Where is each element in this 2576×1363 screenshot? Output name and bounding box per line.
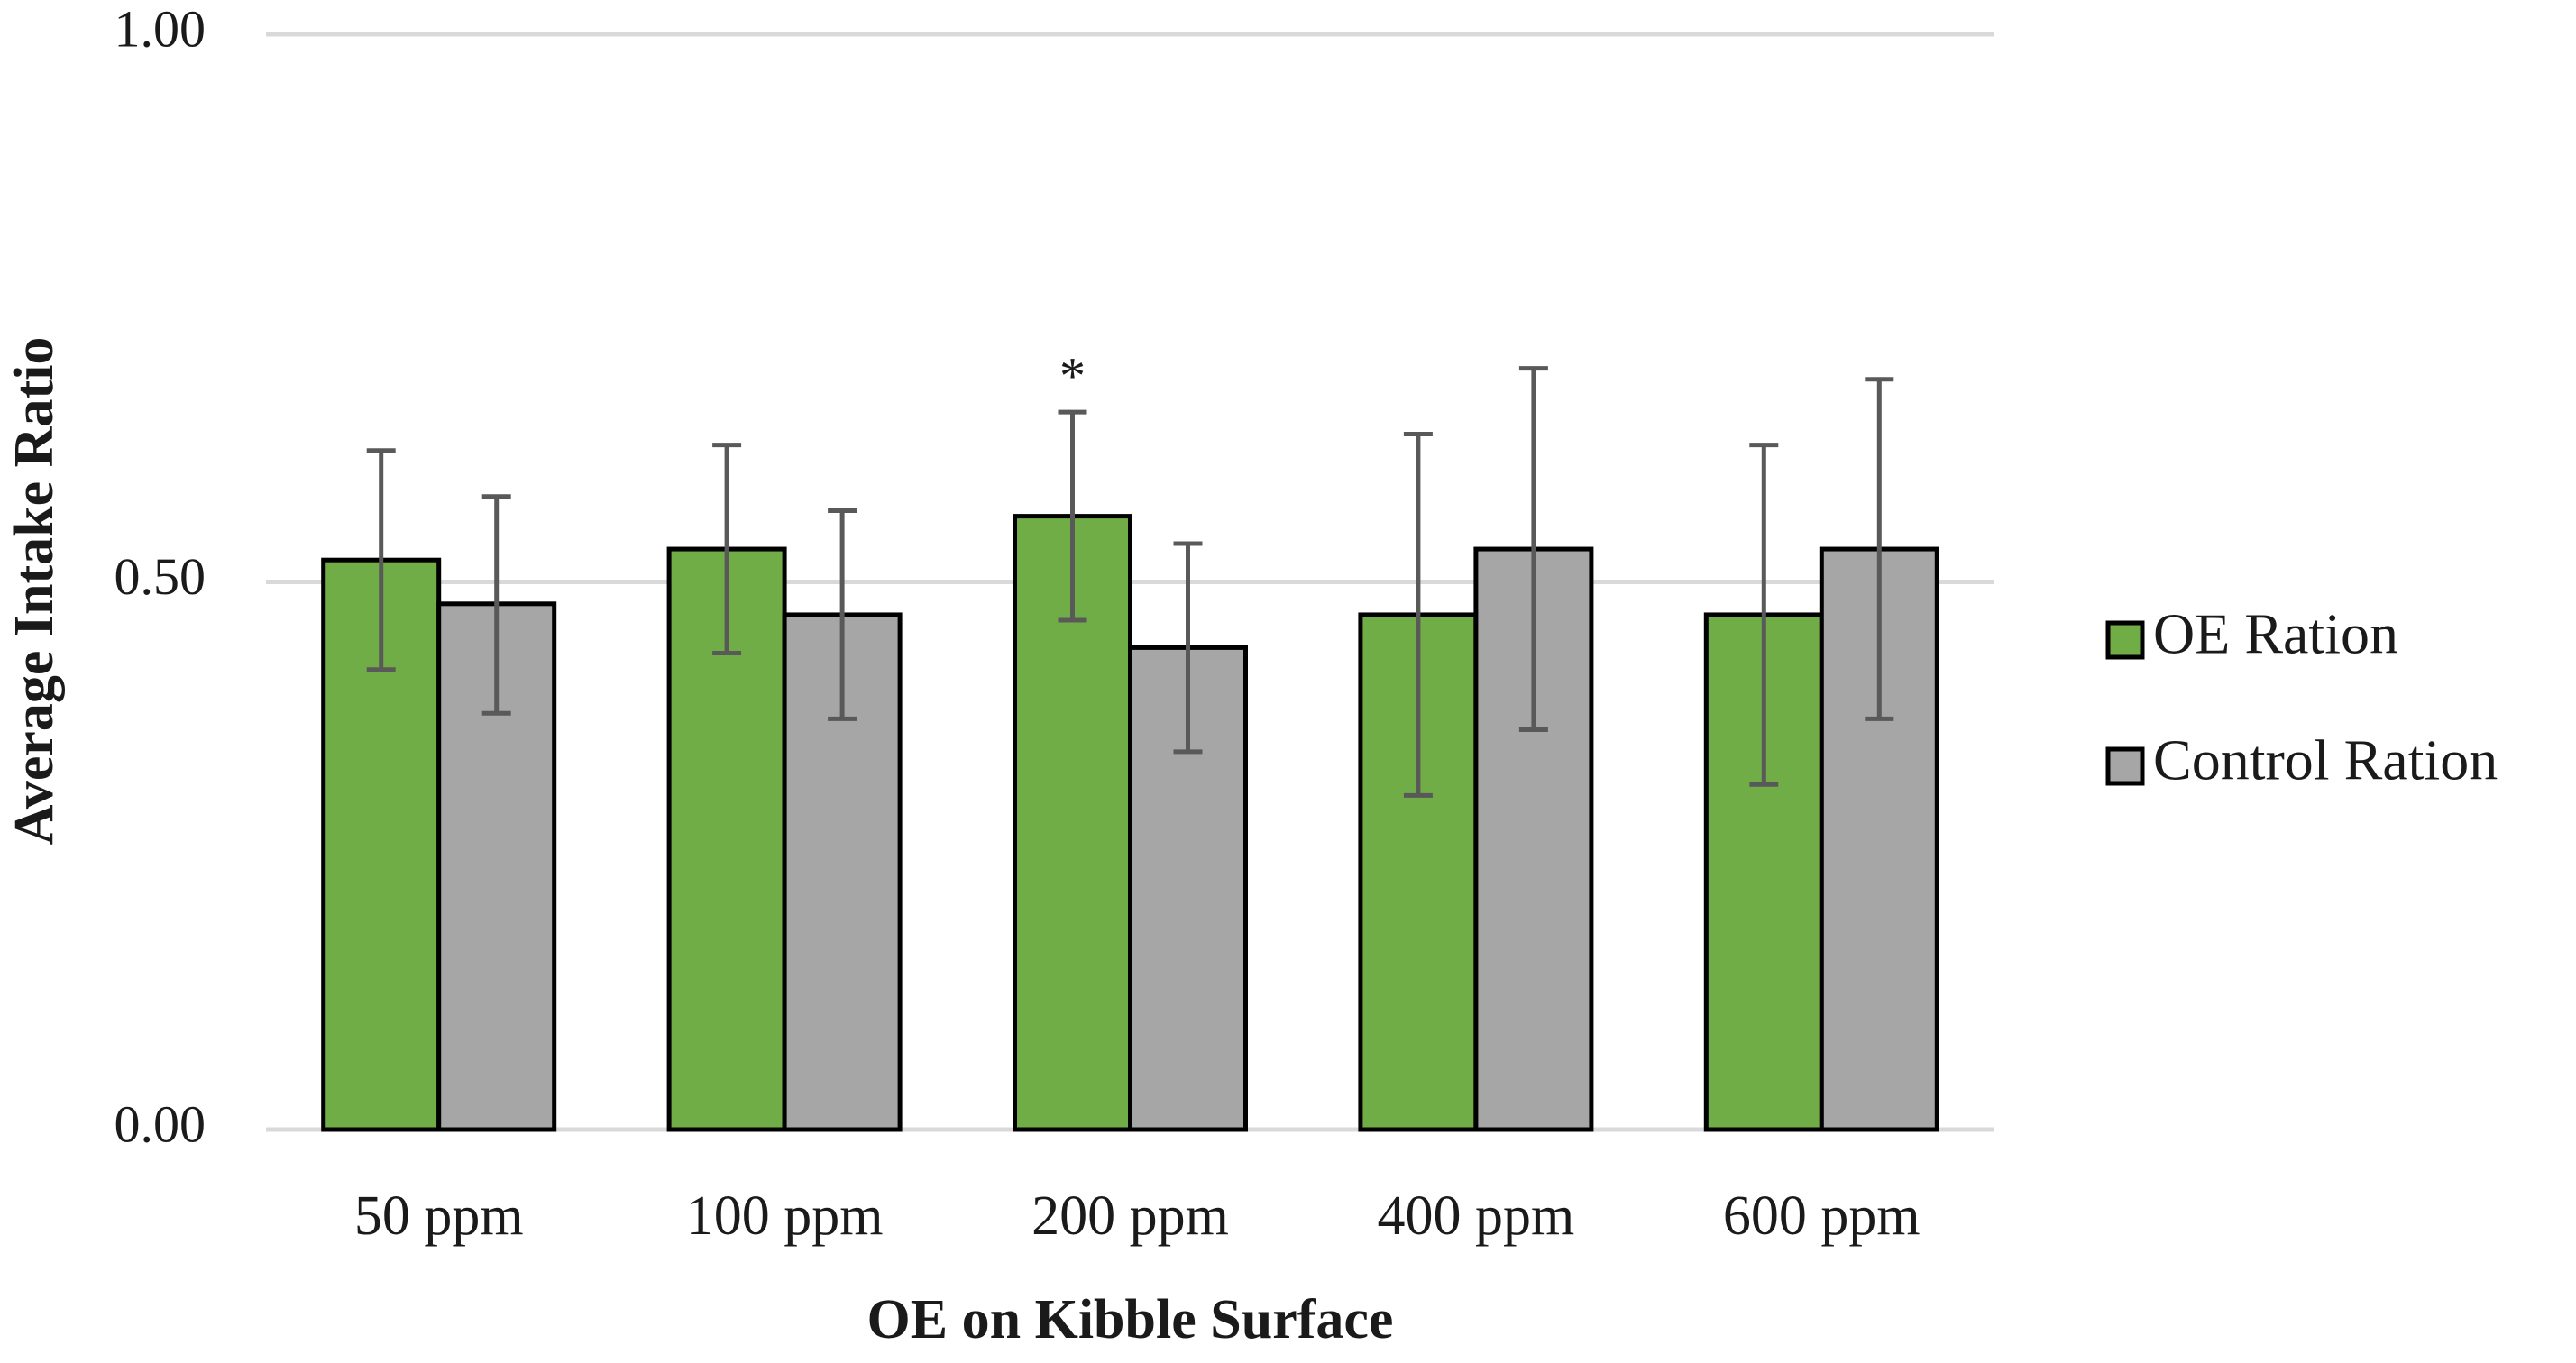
- y-tick-label-2: 1.00: [115, 0, 206, 58]
- legend-swatch-0: [2105, 620, 2145, 660]
- significance-annotation-0: *: [1059, 346, 1086, 405]
- x-tick-label-1: 100 ppm: [686, 1185, 884, 1247]
- x-axis-title: OE on Kibble Surface: [867, 1289, 1394, 1350]
- x-tick-label-4: 600 ppm: [1723, 1185, 1921, 1247]
- x-tick-label-3: 400 ppm: [1378, 1185, 1575, 1247]
- legend-label-0: OE Ration: [2153, 602, 2398, 666]
- y-tick-label-1: 0.50: [115, 547, 206, 606]
- bar-control-ration-1: [782, 612, 903, 1132]
- y-tick-label-0: 0.00: [115, 1094, 206, 1153]
- bar-control-ration-2: [1128, 645, 1248, 1132]
- y-axis-title: Average Intake Ratio: [4, 337, 65, 846]
- legend-swatch-1: [2105, 746, 2145, 786]
- x-tick-label-2: 200 ppm: [1031, 1185, 1229, 1247]
- x-tick-label-0: 50 ppm: [354, 1185, 524, 1247]
- legend-label-1: Control Ration: [2153, 728, 2498, 792]
